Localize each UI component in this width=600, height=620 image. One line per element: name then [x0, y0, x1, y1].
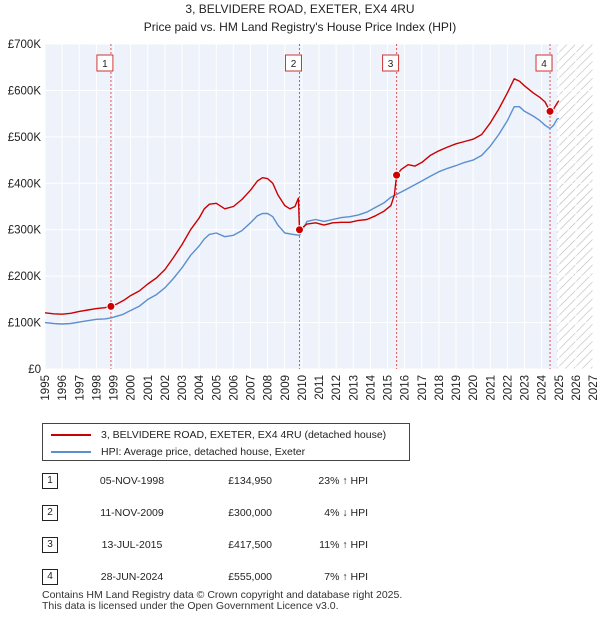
sale-number-box — [284, 54, 302, 72]
legend-entry-hpi: HPI: Average price, detached house, Exet… — [51, 444, 305, 460]
sale-date: 13-JUL-2015 — [101, 539, 163, 551]
sale-price: £134,950 — [228, 475, 272, 487]
sale-row: 4 28-JUN-2024 £555,000 7% ↑ HPI — [42, 568, 402, 588]
legend-label-hpi: HPI: Average price, detached house, Exet… — [101, 446, 306, 458]
x-tick-label: 1997 — [74, 375, 86, 401]
x-tick-label: 2008 — [263, 375, 275, 401]
forecast-region-hatch — [557, 44, 593, 369]
sale-row: 3 13-JUL-2015 £417,500 11% ↑ HPI — [42, 536, 402, 556]
y-tick-label: £0 — [28, 364, 41, 376]
x-tick-label: 2023 — [520, 375, 532, 401]
x-tick-label: 2018 — [434, 375, 446, 401]
y-tick-label: £400K — [8, 178, 42, 190]
sale-number-box — [96, 54, 114, 72]
sale-row: 2 11-NOV-2009 £300,000 4% ↓ HPI — [42, 504, 402, 524]
x-tick-label: 2019 — [451, 375, 463, 401]
x-tick-label: 2014 — [365, 374, 377, 400]
sale-number-label: 1 — [102, 59, 108, 70]
sale-price: £417,500 — [228, 539, 272, 551]
sale-price: £555,000 — [228, 571, 272, 583]
x-tick-label: 2027 — [588, 375, 600, 401]
x-tick-label: 1996 — [57, 375, 69, 401]
x-tick-label: 2021 — [485, 375, 497, 401]
x-tick-label: 2017 — [417, 375, 429, 401]
x-tick-label: 2012 — [331, 375, 343, 401]
sale-point — [294, 225, 304, 235]
x-tick-label: 2005 — [211, 375, 223, 401]
x-tick-label: 2002 — [160, 375, 172, 401]
sale-point — [545, 106, 555, 116]
x-tick-label: 2007 — [246, 375, 258, 401]
sale-number-label: 4 — [541, 59, 547, 70]
footer-copyright: Contains HM Land Registry data © Crown c… — [42, 589, 403, 601]
footer-attribution: Contains HM Land Registry data © Crown c… — [42, 590, 402, 612]
sale-point — [106, 301, 116, 311]
sale-number-box — [535, 54, 553, 72]
legend-entry-property: 3, BELVIDERE ROAD, EXETER, EX4 4RU (deta… — [51, 427, 386, 443]
sale-hpi-diff: 23% ↑ HPI — [318, 475, 368, 487]
y-tick-label: £700K — [8, 39, 42, 51]
x-tick-label: 2026 — [571, 375, 583, 401]
hpi-line — [45, 106, 560, 325]
x-tick-label: 2022 — [502, 375, 514, 401]
x-tick-label: 2016 — [400, 375, 412, 401]
sale-marker-badge: 1 — [42, 473, 58, 489]
sale-number-label: 2 — [291, 59, 297, 70]
series-group — [45, 78, 560, 325]
sale-marker-badge: 4 — [42, 569, 58, 585]
x-tick-label: 2001 — [143, 375, 155, 401]
y-tick-label: £600K — [8, 85, 42, 97]
legend-swatch-property — [51, 434, 91, 436]
x-tick-label: 2006 — [228, 375, 240, 401]
x-tick-label: 2003 — [177, 375, 189, 401]
property-price-line — [45, 78, 560, 315]
sale-point — [392, 170, 402, 180]
x-tick-label: 2011 — [314, 375, 326, 400]
sale-date: 11-NOV-2009 — [100, 507, 164, 519]
sale-hpi-diff: 4% ↓ HPI — [324, 507, 368, 519]
sale-hpi-diff: 11% ↑ HPI — [319, 539, 368, 551]
sale-marker-badge: 2 — [42, 505, 58, 521]
sale-hpi-diff: 7% ↑ HPI — [324, 571, 368, 583]
x-tick-label: 2004 — [194, 374, 206, 400]
legend-swatch-hpi — [51, 451, 91, 453]
x-tick-label: 2013 — [348, 375, 360, 401]
sale-date: 05-NOV-1998 — [99, 475, 165, 487]
x-tick-label: 2020 — [468, 375, 480, 401]
sale-number-box — [382, 54, 400, 72]
sale-marker-badge: 3 — [42, 537, 58, 553]
x-tick-label: 2000 — [126, 375, 138, 401]
price-chart: 3, BELVIDERE ROAD, EXETER, EX4 4RU Price… — [8, 2, 600, 401]
sale-number-label: 3 — [388, 59, 394, 70]
chart-subtitle: Price paid vs. HM Land Registry's House … — [144, 20, 456, 34]
chart-title: 3, BELVIDERE ROAD, EXETER, EX4 4RU — [185, 2, 414, 16]
y-tick-label: £300K — [8, 225, 42, 237]
y-tick-label: £500K — [8, 132, 42, 144]
legend-label-property: 3, BELVIDERE ROAD, EXETER, EX4 4RU (deta… — [101, 429, 387, 441]
x-tick-label: 2015 — [383, 375, 395, 401]
chart-legend: 3, BELVIDERE ROAD, EXETER, EX4 4RU (deta… — [42, 423, 410, 461]
sale-row: 1 05-NOV-1998 £134,950 23% ↑ HPI — [42, 472, 402, 492]
x-tick-label: 2009 — [280, 375, 292, 401]
x-tick-label: 2024 — [537, 374, 549, 400]
sale-date: 28-JUN-2024 — [100, 571, 164, 583]
y-tick-label: £100K — [8, 318, 42, 330]
x-tick-label: 1999 — [109, 375, 121, 401]
footer-license: This data is licensed under the Open Gov… — [42, 600, 339, 612]
y-tick-label: £200K — [8, 271, 42, 283]
x-tick-label: 1998 — [91, 375, 103, 401]
x-tick-label: 2010 — [297, 375, 309, 401]
sale-price: £300,000 — [228, 507, 272, 519]
x-tick-label: 1995 — [40, 375, 52, 401]
x-tick-label: 2025 — [554, 375, 566, 401]
